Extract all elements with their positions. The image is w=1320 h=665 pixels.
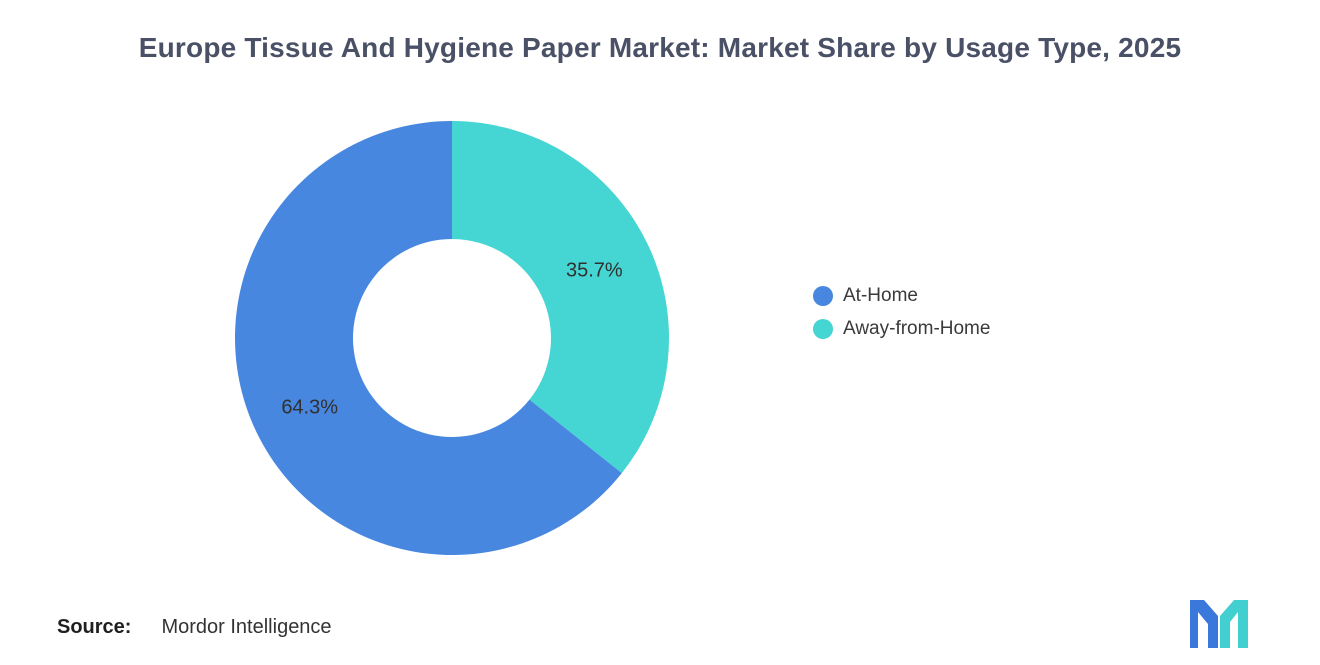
legend-item-at-home: At-Home — [813, 283, 990, 308]
source-text: Mordor Intelligence — [161, 616, 332, 638]
donut-chart: 35.7% 64.3% — [232, 118, 672, 558]
chart-title: Europe Tissue And Hygiene Paper Market: … — [138, 32, 1182, 63]
mordor-logo-icon — [1190, 600, 1248, 648]
logo-left-shape — [1190, 600, 1218, 648]
source-label: Source: — [57, 616, 132, 638]
legend-marker-away-from-home — [813, 318, 833, 339]
mordor-intelligence-logo — [1190, 600, 1248, 650]
logo-right-shape — [1220, 600, 1248, 648]
legend-label-at-home: At-Home — [843, 284, 918, 306]
donut-svg: 35.7% 64.3% — [234, 121, 669, 555]
legend-marker-at-home — [813, 285, 833, 306]
donut-slice-at-home — [234, 121, 622, 555]
legend-label-away-from-home: Away-from-Home — [843, 317, 991, 339]
donut-slice-away-from-home — [452, 121, 669, 474]
slice-label-at-home: 64.3% — [281, 397, 338, 419]
slice-label-away-from-home: 35.7% — [566, 259, 623, 281]
chart-legend: At-Home Away-from-Home — [813, 283, 990, 341]
legend-item-away-from-home: Away-from-Home — [813, 316, 990, 341]
source-line: Source: Mordor Intelligence — [57, 616, 332, 639]
